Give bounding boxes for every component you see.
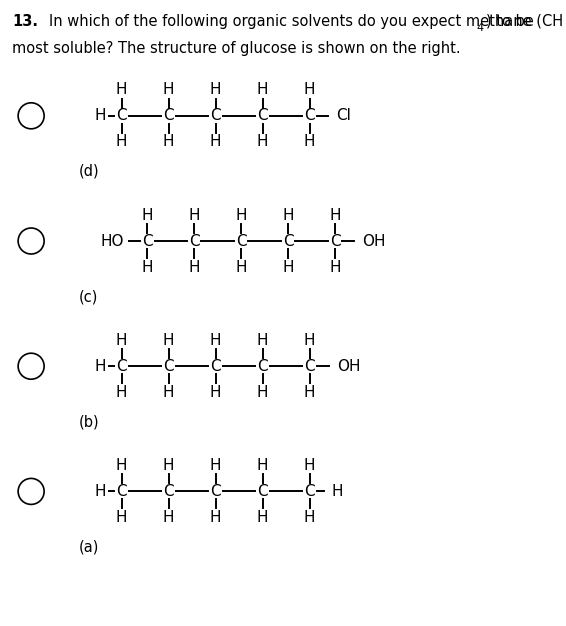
Text: ) to be: ) to be — [486, 14, 533, 29]
Text: H: H — [331, 484, 342, 499]
Text: H: H — [163, 510, 174, 525]
Text: C: C — [117, 359, 127, 374]
Text: H: H — [116, 385, 127, 400]
Text: H: H — [163, 82, 174, 97]
Text: C: C — [305, 359, 315, 374]
Text: H: H — [210, 458, 221, 473]
Text: H: H — [210, 135, 221, 150]
Text: C: C — [236, 233, 246, 249]
Text: C: C — [117, 108, 127, 123]
Text: C: C — [164, 359, 174, 374]
Text: H: H — [235, 207, 247, 222]
Text: H: H — [188, 207, 200, 222]
Text: In which of the following organic solvents do you expect methane (CH: In which of the following organic solven… — [49, 14, 563, 29]
Text: H: H — [116, 332, 127, 347]
Text: H: H — [142, 207, 153, 222]
Text: 13.: 13. — [12, 14, 38, 29]
Text: H: H — [282, 260, 294, 275]
Text: C: C — [164, 108, 174, 123]
Text: C: C — [189, 233, 199, 249]
Text: C: C — [258, 108, 268, 123]
Text: H: H — [163, 135, 174, 150]
Text: H: H — [95, 484, 106, 499]
Text: H: H — [210, 332, 221, 347]
Text: H: H — [304, 135, 315, 150]
Text: H: H — [163, 458, 174, 473]
Text: C: C — [283, 233, 293, 249]
Text: H: H — [163, 385, 174, 400]
Text: C: C — [211, 484, 221, 499]
Text: 4: 4 — [477, 23, 484, 33]
Text: H: H — [282, 207, 294, 222]
Text: H: H — [210, 385, 221, 400]
Text: H: H — [257, 135, 268, 150]
Text: H: H — [210, 510, 221, 525]
Text: OH: OH — [337, 359, 361, 374]
Text: H: H — [95, 108, 106, 123]
Text: C: C — [305, 484, 315, 499]
Text: H: H — [257, 385, 268, 400]
Text: C: C — [330, 233, 340, 249]
Text: H: H — [116, 82, 127, 97]
Text: H: H — [210, 82, 221, 97]
Text: C: C — [211, 359, 221, 374]
Text: (b): (b) — [79, 414, 100, 429]
Text: H: H — [188, 260, 200, 275]
Text: H: H — [257, 332, 268, 347]
Text: H: H — [116, 135, 127, 150]
Text: OH: OH — [362, 233, 386, 249]
Text: H: H — [257, 458, 268, 473]
Text: H: H — [304, 510, 315, 525]
Text: (a): (a) — [79, 540, 100, 555]
Text: H: H — [257, 510, 268, 525]
Text: H: H — [163, 332, 174, 347]
Text: C: C — [305, 108, 315, 123]
Text: H: H — [304, 458, 315, 473]
Text: C: C — [211, 108, 221, 123]
Text: H: H — [95, 359, 106, 374]
Text: H: H — [142, 260, 153, 275]
Text: H: H — [304, 82, 315, 97]
Text: H: H — [116, 458, 127, 473]
Text: H: H — [304, 385, 315, 400]
Text: C: C — [142, 233, 152, 249]
Text: C: C — [164, 484, 174, 499]
Text: (c): (c) — [79, 289, 98, 304]
Text: H: H — [304, 332, 315, 347]
Text: Cl: Cl — [336, 108, 350, 123]
Text: most soluble? The structure of glucose is shown on the right.: most soluble? The structure of glucose i… — [12, 41, 461, 56]
Text: H: H — [329, 260, 341, 275]
Text: H: H — [116, 510, 127, 525]
Text: C: C — [258, 484, 268, 499]
Text: (d): (d) — [79, 164, 100, 179]
Text: H: H — [257, 82, 268, 97]
Text: C: C — [258, 359, 268, 374]
Text: C: C — [117, 484, 127, 499]
Text: H: H — [329, 207, 341, 222]
Text: H: H — [235, 260, 247, 275]
Text: HO: HO — [100, 233, 124, 249]
